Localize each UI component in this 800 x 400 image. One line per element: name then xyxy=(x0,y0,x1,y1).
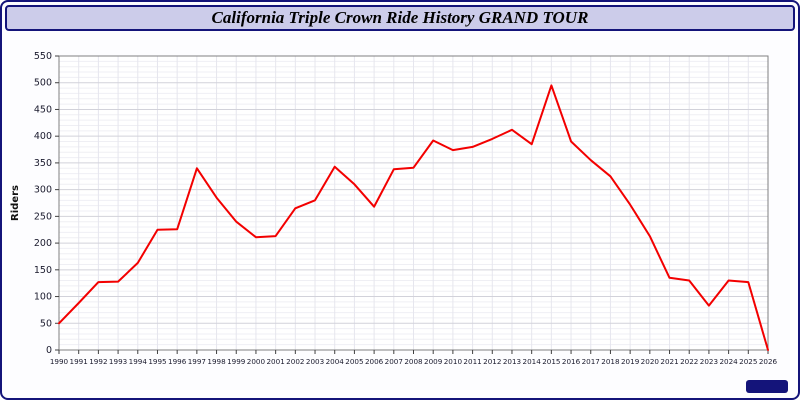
svg-text:2006: 2006 xyxy=(365,357,384,366)
svg-text:450: 450 xyxy=(34,104,52,115)
svg-text:500: 500 xyxy=(34,78,52,89)
svg-text:2023: 2023 xyxy=(700,357,718,366)
svg-text:2016: 2016 xyxy=(562,357,581,366)
svg-text:2002: 2002 xyxy=(286,357,304,366)
svg-text:1996: 1996 xyxy=(168,357,187,366)
svg-text:1999: 1999 xyxy=(227,357,246,366)
svg-text:2001: 2001 xyxy=(266,357,284,366)
svg-text:250: 250 xyxy=(34,211,52,222)
svg-text:2020: 2020 xyxy=(641,357,660,366)
svg-text:150: 150 xyxy=(34,265,52,276)
svg-text:1993: 1993 xyxy=(109,357,127,366)
svg-text:2022: 2022 xyxy=(680,357,698,366)
svg-text:2000: 2000 xyxy=(247,357,266,366)
chart-area: 0 50 100 150 200 250 300 350 400 450 500 550 1990 199… xyxy=(2,40,798,398)
svg-text:50: 50 xyxy=(40,318,52,329)
svg-text:Riders: Riders xyxy=(10,185,21,221)
svg-text:300: 300 xyxy=(34,185,52,196)
svg-text:2026: 2026 xyxy=(759,357,778,366)
svg-text:2008: 2008 xyxy=(404,357,423,366)
svg-text:2003: 2003 xyxy=(306,357,324,366)
svg-text:1992: 1992 xyxy=(89,357,107,366)
svg-text:2019: 2019 xyxy=(621,357,640,366)
svg-text:100: 100 xyxy=(34,292,52,303)
svg-text:2012: 2012 xyxy=(483,357,501,366)
svg-text:2007: 2007 xyxy=(385,357,403,366)
svg-text:1995: 1995 xyxy=(148,357,166,366)
svg-text:1997: 1997 xyxy=(188,357,206,366)
svg-text:350: 350 xyxy=(34,158,52,169)
svg-text:1998: 1998 xyxy=(207,357,226,366)
corner-badge-button[interactable] xyxy=(746,380,788,393)
svg-text:2021: 2021 xyxy=(660,357,678,366)
svg-text:2011: 2011 xyxy=(463,357,481,366)
svg-text:2015: 2015 xyxy=(542,357,560,366)
svg-text:0: 0 xyxy=(46,345,52,356)
svg-text:2013: 2013 xyxy=(503,357,521,366)
svg-text:2025: 2025 xyxy=(739,357,757,366)
svg-text:2014: 2014 xyxy=(523,357,542,366)
svg-text:2010: 2010 xyxy=(444,357,463,366)
svg-text:2018: 2018 xyxy=(601,357,620,366)
svg-text:2024: 2024 xyxy=(719,357,738,366)
svg-text:2009: 2009 xyxy=(424,357,443,366)
svg-text:1991: 1991 xyxy=(70,357,88,366)
chart-title-bar: California Triple Crown Ride History GRA… xyxy=(5,5,795,31)
svg-text:2004: 2004 xyxy=(326,357,345,366)
svg-text:200: 200 xyxy=(34,238,52,249)
svg-text:2017: 2017 xyxy=(582,357,600,366)
svg-text:1990: 1990 xyxy=(50,357,69,366)
svg-text:550: 550 xyxy=(34,51,52,62)
svg-text:2005: 2005 xyxy=(345,357,363,366)
svg-text:1994: 1994 xyxy=(129,357,148,366)
svg-text:400: 400 xyxy=(34,131,52,142)
chart-title: California Triple Crown Ride History GRA… xyxy=(211,8,589,27)
